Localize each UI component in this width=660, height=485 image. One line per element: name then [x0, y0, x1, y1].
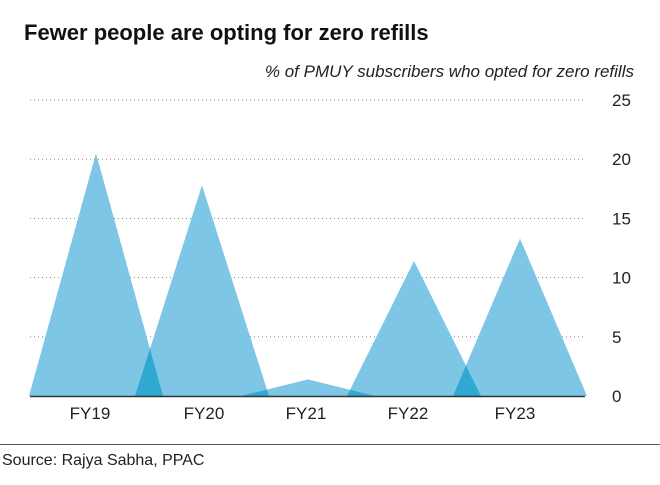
- y-tick-labels: 0 5 10 15 20 25: [612, 91, 631, 406]
- x-tick-label-FY21: FY21: [286, 404, 327, 423]
- overlap-FY22-FY23: [453, 365, 481, 396]
- y-tick-label-25: 25: [612, 91, 631, 110]
- chart-plot-area: 0 5 10 15 20 25 FY19 FY20 FY21 FY22 FY23: [29, 91, 631, 423]
- x-tick-label-FY23: FY23: [495, 404, 536, 423]
- data-areas: [29, 153, 587, 396]
- area-FY19: [29, 153, 163, 396]
- x-tick-label-FY20: FY20: [184, 404, 225, 423]
- area-FY21: [241, 379, 375, 396]
- y-tick-label-15: 15: [612, 209, 631, 228]
- x-tick-labels: FY19 FY20 FY21 FY22 FY23: [70, 404, 536, 423]
- y-tick-label-20: 20: [612, 150, 631, 169]
- area-FY22: [347, 261, 481, 396]
- overlap-areas: [135, 348, 481, 396]
- overlap-FY21-FY22: [347, 389, 375, 396]
- chart-title: Fewer people are opting for zero refills: [24, 20, 429, 45]
- y-tick-label-5: 5: [612, 328, 621, 347]
- area-FY23: [453, 238, 587, 396]
- chart-subtitle: % of PMUY subscribers who opted for zero…: [264, 62, 634, 81]
- y-tick-label-10: 10: [612, 269, 631, 288]
- source-divider: [0, 444, 660, 445]
- source-note: Source: Rajya Sabha, PPAC: [2, 452, 205, 469]
- x-tick-label-FY19: FY19: [70, 404, 111, 423]
- overlap-FY20-FY21: [241, 389, 269, 396]
- x-tick-label-FY22: FY22: [388, 404, 429, 423]
- area-FY20: [135, 185, 269, 396]
- y-tick-label-0: 0: [612, 387, 621, 406]
- overlap-FY19-FY20: [135, 348, 163, 396]
